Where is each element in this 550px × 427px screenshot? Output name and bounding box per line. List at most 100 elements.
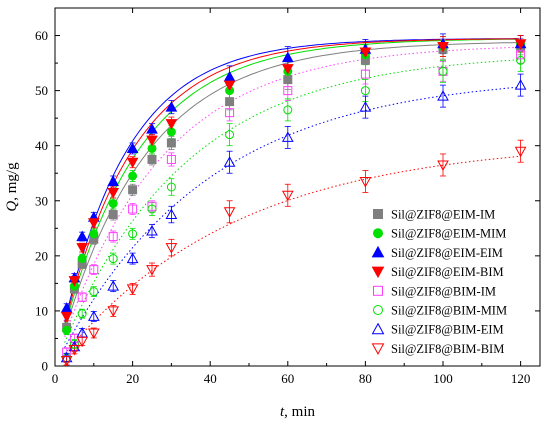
data-point xyxy=(166,154,176,164)
legend-label: Sil@ZIF8@BIM-EIM xyxy=(391,323,504,337)
data-point xyxy=(68,344,81,356)
data-point xyxy=(147,204,157,214)
x-axis-label-unit: , min xyxy=(284,404,315,420)
y-tick-label: 20 xyxy=(35,248,48,263)
fit-curve xyxy=(64,86,519,348)
data-point xyxy=(60,351,73,363)
data-point xyxy=(76,230,89,242)
data-point xyxy=(87,310,100,321)
x-tick-label: 20 xyxy=(126,371,139,386)
data-point xyxy=(283,105,293,115)
data-point xyxy=(107,175,120,186)
x-tick-label: 80 xyxy=(359,371,372,386)
fit-curve xyxy=(64,59,519,343)
data-point xyxy=(126,142,139,153)
legend-marker xyxy=(371,245,385,258)
data-point xyxy=(107,188,120,199)
data-point xyxy=(146,123,158,134)
data-point xyxy=(437,42,449,53)
data-point xyxy=(438,66,448,76)
x-tick-label: 40 xyxy=(204,371,217,386)
y-tick-label: 30 xyxy=(35,193,48,208)
x-tick-label: 120 xyxy=(511,371,531,386)
data-point xyxy=(225,97,235,107)
y-axis-label-unit: , mg/g xyxy=(4,162,20,201)
axis-ticks: 0 20 40 60 80 100 120 0 10 20 30 40 50 60 xyxy=(35,8,540,386)
data-point xyxy=(165,119,178,130)
y-tick-label: 0 xyxy=(42,359,49,374)
y-tick-label: 10 xyxy=(35,303,48,318)
data-point xyxy=(281,190,294,202)
data-point xyxy=(126,252,139,264)
legend-label: Sil@ZIF8@EIM-MIM xyxy=(391,227,506,241)
legend-label: Sil@ZIF8@EIM-BIM xyxy=(391,265,504,279)
data-point xyxy=(514,146,527,158)
x-tick-label: 60 xyxy=(281,371,294,386)
data-point xyxy=(146,265,158,276)
data-point xyxy=(283,75,293,85)
data-point xyxy=(223,70,236,82)
data-point xyxy=(108,254,118,264)
data-point xyxy=(146,225,158,236)
data-point xyxy=(107,306,120,317)
data-point xyxy=(89,229,99,239)
data-point xyxy=(516,55,526,65)
x-axis-label-var: t xyxy=(280,404,285,420)
legend-marker xyxy=(371,322,385,335)
data-point xyxy=(165,243,178,254)
data-point xyxy=(281,51,294,63)
data-point xyxy=(68,276,81,287)
data-point xyxy=(69,339,79,349)
axes-frame xyxy=(54,7,541,367)
data-point xyxy=(87,328,100,339)
data-point xyxy=(87,218,100,229)
data-point xyxy=(68,340,81,352)
data-point xyxy=(147,201,157,211)
x-tick-label: 100 xyxy=(433,371,453,386)
data-point xyxy=(108,210,118,220)
data-point xyxy=(223,156,236,167)
data-point xyxy=(77,254,87,264)
y-tick-label: 60 xyxy=(35,28,48,43)
data-point xyxy=(126,157,139,169)
data-point xyxy=(128,229,138,239)
legend-marker xyxy=(373,285,383,296)
data-point xyxy=(437,90,449,101)
data-markers xyxy=(60,37,527,367)
x-axis-label: t, min xyxy=(280,404,316,420)
data-point xyxy=(437,160,449,171)
data-point xyxy=(360,69,370,79)
data-point xyxy=(77,309,87,319)
data-point xyxy=(60,311,73,323)
data-point xyxy=(126,284,139,295)
data-point xyxy=(360,86,370,96)
data-point xyxy=(60,355,73,367)
data-point xyxy=(146,135,158,147)
legend-label: Sil@ZIF8@BIM-MIM xyxy=(391,304,507,318)
data-point xyxy=(165,208,178,220)
data-point xyxy=(128,204,138,214)
data-point xyxy=(359,176,372,188)
data-point xyxy=(165,101,178,112)
y-tick-label: 50 xyxy=(35,83,48,98)
legend-label: Sil@ZIF8@BIM-BIM xyxy=(391,342,504,356)
data-point xyxy=(225,108,235,118)
data-point xyxy=(89,265,99,275)
data-point xyxy=(77,292,87,302)
data-point xyxy=(166,138,176,148)
data-point xyxy=(108,232,118,242)
data-point xyxy=(76,243,89,254)
data-point xyxy=(516,50,526,60)
data-point xyxy=(283,86,293,96)
legend-label: Sil@ZIF8@EIM-IM xyxy=(391,208,495,222)
data-point xyxy=(107,280,120,291)
y-tick-label: 40 xyxy=(35,138,48,153)
data-point xyxy=(223,80,236,92)
data-point xyxy=(514,79,527,90)
x-tick-label: 0 xyxy=(52,371,59,386)
data-point xyxy=(223,207,236,218)
legend-label: Sil@ZIF8@BIM-IM xyxy=(391,284,496,298)
data-point xyxy=(281,64,294,75)
data-point xyxy=(147,154,157,164)
